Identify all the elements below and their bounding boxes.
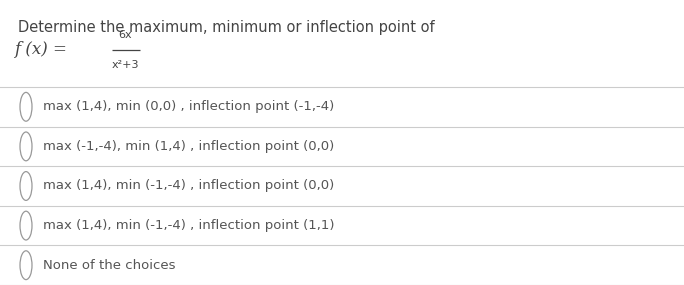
Text: x²+3: x²+3	[111, 60, 139, 70]
Text: max (1,4), min (-1,-4) , inflection point (0,0): max (1,4), min (-1,-4) , inflection poin…	[43, 180, 334, 192]
Text: None of the choices: None of the choices	[43, 259, 176, 272]
Text: f (x) =: f (x) =	[14, 42, 72, 58]
Text: max (1,4), min (-1,-4) , inflection point (1,1): max (1,4), min (-1,-4) , inflection poin…	[43, 219, 334, 232]
Text: max (-1,-4), min (1,4) , inflection point (0,0): max (-1,-4), min (1,4) , inflection poin…	[43, 140, 334, 153]
Text: Determine the maximum, minimum or inflection point of: Determine the maximum, minimum or inflec…	[18, 20, 434, 35]
Text: 6x: 6x	[118, 30, 132, 40]
Text: max (1,4), min (0,0) , inflection point (-1,-4): max (1,4), min (0,0) , inflection point …	[43, 100, 334, 113]
